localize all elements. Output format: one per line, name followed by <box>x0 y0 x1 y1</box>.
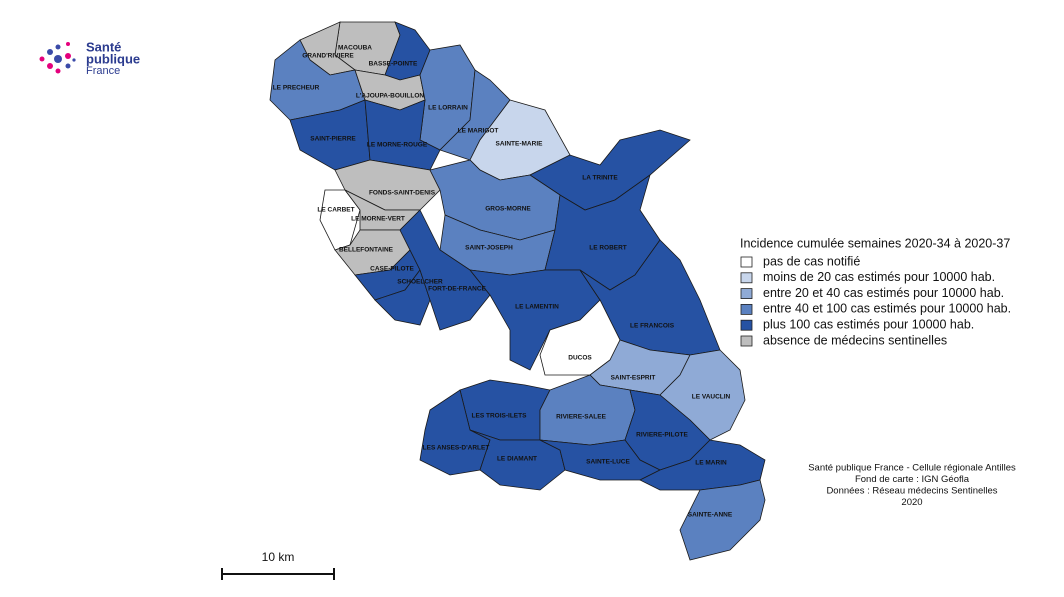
commune-label: LE PRECHEUR <box>273 85 320 92</box>
commune-label: RIVIERE-SALEE <box>556 414 607 421</box>
commune-label: SAINT-PIERRE <box>310 136 356 143</box>
commune-label: SAINTE-LUCE <box>586 459 630 466</box>
commune-label: SAINTE-MARIE <box>496 141 544 148</box>
commune-label: LA TRINITE <box>582 175 618 182</box>
scale-bar: 10 km <box>221 550 335 580</box>
commune-label: DUCOS <box>568 355 592 362</box>
legend-swatch <box>740 272 753 284</box>
commune-label: LE VAUCLIN <box>692 394 731 401</box>
commune-label: LE LAMENTIN <box>515 304 559 311</box>
commune <box>469 429 566 491</box>
commune-label: SAINT-JOSEPH <box>465 245 513 252</box>
commune-label: RIVIERE-PILOTE <box>636 432 688 439</box>
commune <box>399 209 491 331</box>
commune-label: FONDS-SAINT-DENIS <box>369 190 436 197</box>
commune-label: GRAND'RIVIERE <box>302 53 354 60</box>
credit-line: 2020 <box>901 497 922 508</box>
logo: Santé publique France <box>39 39 140 77</box>
logo-dot <box>55 44 61 50</box>
commune-label: MACOUBA <box>338 45 372 52</box>
commune-label: SCHOELCHER <box>397 279 443 286</box>
commune-label: LE CARBET <box>317 207 354 214</box>
credit-line: Données : Réseau médecins Sentinelles <box>826 486 997 497</box>
legend-label: absence de médecins sentinelles <box>763 333 947 347</box>
commune-label: LE MARIN <box>695 460 727 467</box>
commune-label: GROS-MORNE <box>485 206 531 213</box>
logo-dot <box>54 55 62 63</box>
commune-label: SAINTE-ANNE <box>688 512 733 519</box>
logo-dot <box>55 68 61 74</box>
legend-swatch <box>740 288 753 300</box>
commune-label: BELLEFONTAINE <box>339 247 394 254</box>
credit-line: Santé publique France - Cellule régional… <box>808 463 1016 474</box>
commune-label: LE MORNE-VERT <box>351 216 405 223</box>
legend: pas de cas notifié moins de 20 cas estimé… <box>740 254 1011 347</box>
commune-label: BASSE-POINTE <box>369 61 418 68</box>
commune-label: LE ROBERT <box>589 245 627 252</box>
legend-label: entre 40 et 100 cas estimés pour 10000 h… <box>763 302 1011 316</box>
commune-label: LE MORNE-ROUGE <box>367 142 428 149</box>
communes <box>269 21 766 561</box>
scale-label: 10 km <box>262 550 295 564</box>
legend-swatch <box>740 256 753 268</box>
legend-title: Incidence cumulée semaines 2020-34 à 202… <box>740 236 1010 250</box>
commune <box>659 349 746 441</box>
commune-label: LES TROIS-ILETS <box>472 413 528 420</box>
logo-text: Santé <box>86 39 121 54</box>
commune-label: CASE-PILOTE <box>370 266 414 273</box>
legend-label: entre 20 et 40 cas estimés pour 10000 ha… <box>763 286 1004 300</box>
logo-dot <box>65 63 71 69</box>
logo-text: publique <box>86 51 140 66</box>
logo-dot <box>47 49 53 55</box>
logo-dot <box>47 63 53 69</box>
legend-label: moins de 20 cas estimés pour 10000 hab. <box>763 270 995 284</box>
logo-dot <box>66 42 70 46</box>
commune <box>679 479 766 561</box>
logo-dot <box>65 53 71 59</box>
legend-swatch <box>740 335 753 347</box>
credits: Santé publique France - Cellule régional… <box>808 463 1016 509</box>
commune-label: LES ANSES-D'ARLET <box>423 445 490 452</box>
credit-line: Fond de carte : IGN Géofla <box>855 474 970 485</box>
logo-dot <box>72 58 76 62</box>
logo-text: France <box>86 65 120 77</box>
legend-label: pas de cas notifié <box>763 254 860 268</box>
commune-label: LE LORRAIN <box>428 105 468 112</box>
commune-label: SAINT-ESPRIT <box>611 375 656 382</box>
legend-label: plus 100 cas estimés pour 10000 hab. <box>763 317 974 331</box>
commune-label: L'AJOUPA-BOUILLON <box>356 93 425 100</box>
legend-swatch <box>740 303 753 315</box>
legend-swatch <box>740 319 753 331</box>
commune-label: FORT-DE-FRANCE <box>428 286 486 293</box>
commune-label: LE MARIGOT <box>458 128 499 135</box>
commune-label: LE DIAMANT <box>497 456 537 463</box>
logo-dot <box>39 56 45 62</box>
commune-label: LE FRANCOIS <box>630 323 675 330</box>
